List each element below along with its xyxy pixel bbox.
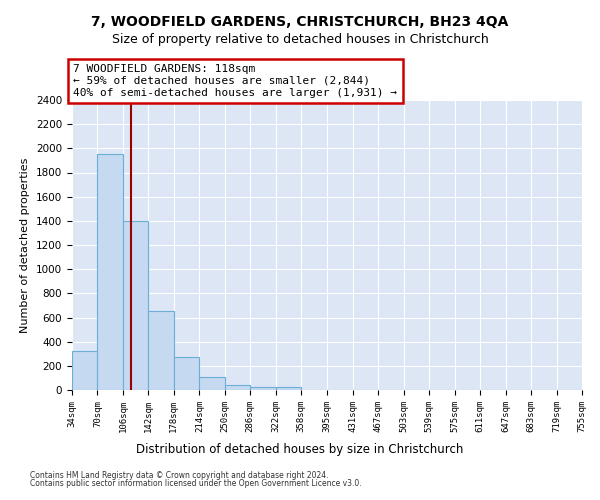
Y-axis label: Number of detached properties: Number of detached properties	[20, 158, 31, 332]
Bar	[148, 312, 174, 390]
Bar	[174, 357, 199, 390]
Text: Size of property relative to detached houses in Christchurch: Size of property relative to detached ho…	[112, 32, 488, 46]
Text: Distribution of detached houses by size in Christchurch: Distribution of detached houses by size …	[136, 442, 464, 456]
Text: 7, WOODFIELD GARDENS, CHRISTCHURCH, BH23 4QA: 7, WOODFIELD GARDENS, CHRISTCHURCH, BH23…	[91, 15, 509, 29]
Bar	[72, 352, 97, 390]
Bar	[199, 378, 225, 390]
Bar	[250, 386, 276, 390]
Bar	[276, 387, 301, 390]
Text: Contains HM Land Registry data © Crown copyright and database right 2024.: Contains HM Land Registry data © Crown c…	[30, 471, 329, 480]
Text: Contains public sector information licensed under the Open Government Licence v3: Contains public sector information licen…	[30, 478, 362, 488]
Text: 7 WOODFIELD GARDENS: 118sqm
← 59% of detached houses are smaller (2,844)
40% of : 7 WOODFIELD GARDENS: 118sqm ← 59% of det…	[73, 64, 397, 98]
Bar	[225, 385, 250, 390]
Bar	[97, 154, 123, 390]
Bar	[123, 221, 148, 390]
